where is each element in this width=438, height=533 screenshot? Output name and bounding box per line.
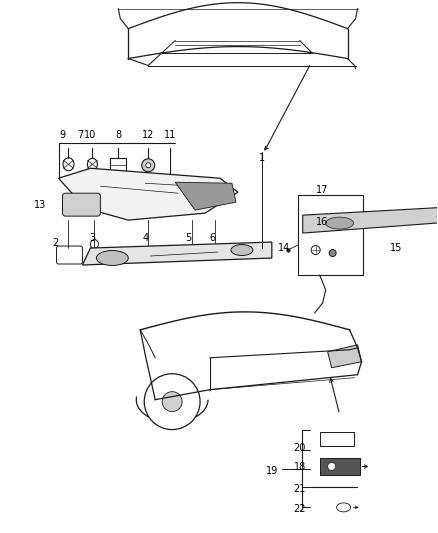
Text: 8: 8: [115, 131, 121, 140]
Ellipse shape: [231, 245, 253, 255]
FancyBboxPatch shape: [57, 246, 82, 264]
Text: 17: 17: [315, 185, 328, 195]
Polygon shape: [328, 345, 361, 368]
Ellipse shape: [311, 246, 320, 255]
Text: 16: 16: [315, 217, 328, 227]
Text: 18: 18: [293, 463, 306, 472]
Ellipse shape: [337, 503, 350, 512]
Text: 12: 12: [142, 131, 155, 140]
Polygon shape: [303, 207, 438, 233]
Text: 15: 15: [390, 243, 403, 253]
Polygon shape: [59, 168, 238, 220]
Text: 7: 7: [78, 131, 84, 140]
FancyBboxPatch shape: [320, 432, 353, 446]
FancyBboxPatch shape: [298, 195, 363, 275]
Ellipse shape: [88, 158, 97, 170]
Text: 5: 5: [185, 233, 191, 243]
Ellipse shape: [326, 217, 353, 229]
Ellipse shape: [96, 251, 128, 265]
Circle shape: [162, 392, 182, 411]
Text: 1: 1: [259, 154, 265, 163]
FancyBboxPatch shape: [63, 193, 100, 216]
Text: 10: 10: [84, 131, 96, 140]
Ellipse shape: [63, 158, 74, 171]
Text: 9: 9: [60, 131, 66, 140]
Text: 11: 11: [164, 131, 176, 140]
Ellipse shape: [146, 163, 151, 168]
Text: 19: 19: [266, 466, 278, 477]
FancyBboxPatch shape: [110, 158, 126, 172]
Text: 20: 20: [293, 442, 306, 453]
Text: 14: 14: [278, 243, 290, 253]
Ellipse shape: [90, 239, 99, 248]
Text: 21: 21: [293, 484, 306, 495]
Text: 4: 4: [142, 233, 148, 243]
Polygon shape: [82, 242, 272, 265]
Text: 3: 3: [89, 233, 95, 243]
Text: 13: 13: [35, 200, 47, 210]
Circle shape: [144, 374, 200, 430]
Text: 6: 6: [209, 233, 215, 243]
Polygon shape: [175, 182, 236, 210]
Text: 22: 22: [293, 504, 306, 514]
FancyBboxPatch shape: [320, 457, 360, 475]
Ellipse shape: [142, 159, 155, 172]
Text: 2: 2: [53, 238, 59, 248]
Ellipse shape: [329, 249, 336, 256]
Circle shape: [328, 463, 336, 471]
